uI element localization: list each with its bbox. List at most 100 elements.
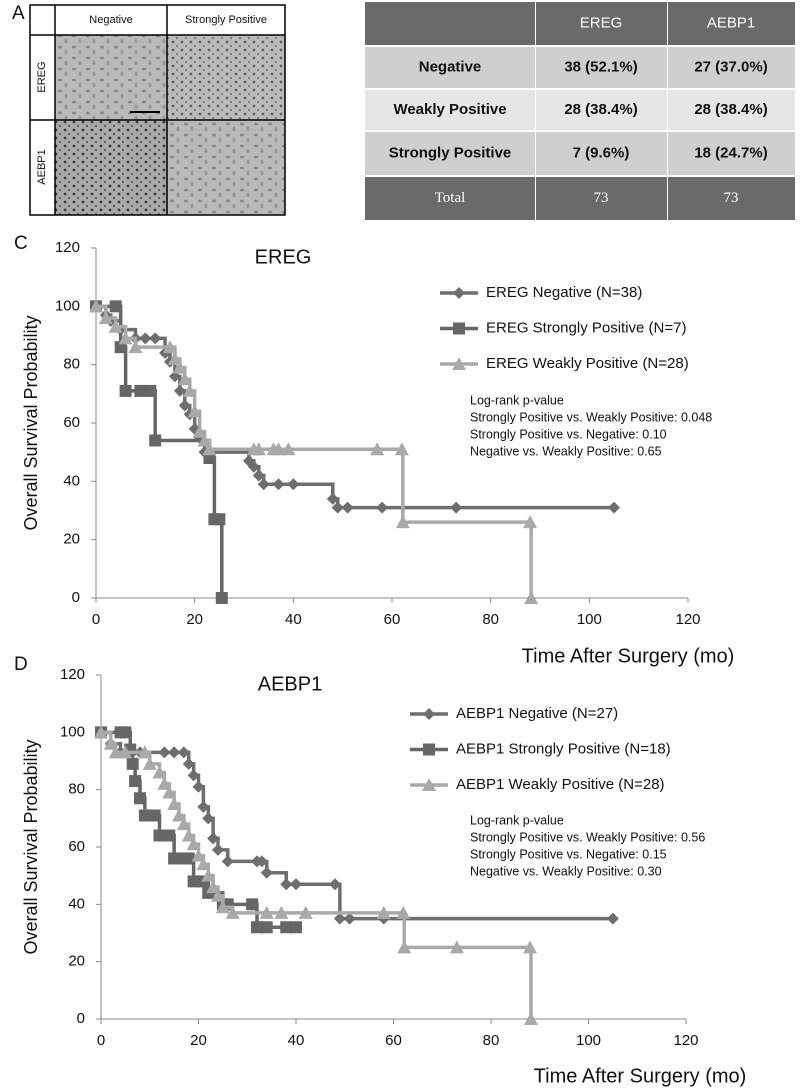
column-label: Negative [89, 14, 132, 26]
column-label: Strongly Positive [185, 14, 267, 26]
marker-square [215, 592, 228, 604]
marker-square [251, 921, 263, 934]
table-cell [668, 177, 795, 220]
marker-triangle [118, 745, 133, 759]
x-tick-label: 60 [385, 1032, 402, 1049]
marker-square [182, 852, 195, 865]
marker-triangle [142, 756, 157, 770]
table-header-cell [536, 2, 667, 45]
marker-triangle [167, 797, 182, 810]
chart-title: EREG [255, 246, 312, 268]
marker-square [134, 384, 147, 397]
marker-square [260, 921, 273, 934]
table-value: 7 (9.6%) [573, 144, 630, 161]
marker-diamond [333, 912, 346, 925]
table-cell [365, 47, 535, 88]
marker-square [149, 434, 162, 447]
marker-triangle [182, 383, 197, 397]
marker-diamond [247, 460, 260, 473]
x-tick-label: 120 [675, 611, 700, 628]
annotation: Strongly Positive vs. Negative: 0.15 [470, 847, 667, 861]
marker-square [129, 775, 142, 788]
y-tick-label: 60 [68, 838, 85, 855]
y-tick-label: 80 [68, 781, 85, 798]
marker-diamond [257, 478, 270, 491]
x-tick-label: 0 [92, 611, 100, 628]
marker-triangle [191, 848, 206, 862]
marker-diamond [173, 384, 186, 397]
y-tick-label: 40 [63, 472, 80, 489]
marker-diamond [423, 708, 435, 720]
marker-triangle [202, 442, 217, 456]
marker-triangle [177, 372, 192, 386]
table-value: 27 (37.0%) [694, 58, 767, 75]
marker-triangle [192, 424, 207, 438]
x-tick-label: 80 [483, 1032, 500, 1049]
marker-triangle [397, 940, 412, 954]
x-tick-label: 100 [576, 1032, 601, 1049]
marker-diamond [272, 478, 285, 491]
marker-triangle [251, 442, 266, 456]
marker-square [153, 829, 166, 842]
marker-triangle [449, 940, 464, 954]
annotation: Negative vs. Weakly Positive: 0.65 [470, 444, 662, 458]
legend-label: EREG Weakly Positive (N=28) [486, 355, 689, 372]
marker-diamond [280, 878, 293, 891]
panel-label: C [14, 233, 28, 254]
panel-label: A [12, 3, 25, 24]
marker-square [163, 829, 176, 842]
legend-label: AEBP1 Weakly Positive (N=28) [456, 776, 665, 793]
x-tick-label: 40 [285, 611, 302, 628]
annotation: Log-rank p-value [470, 393, 564, 407]
table-cell [536, 177, 667, 220]
marker-triangle [196, 857, 211, 871]
marker-square [168, 852, 181, 865]
micrograph [55, 35, 167, 120]
marker-triangle [422, 778, 436, 791]
marker-square [138, 809, 151, 822]
marker-diamond [606, 912, 619, 925]
marker-diamond [450, 501, 463, 514]
annotation: Log-rank p-value [470, 813, 564, 827]
marker-triangle [163, 340, 177, 354]
x-tick-label: 80 [482, 611, 499, 628]
marker-triangle [376, 905, 391, 919]
marker-square [187, 875, 200, 888]
table-cell [365, 177, 535, 220]
marker-triangle [108, 319, 123, 333]
table-cell [668, 90, 795, 130]
marker-triangle [395, 515, 410, 529]
table-cell [536, 90, 667, 130]
marker-triangle [396, 905, 411, 919]
y-tick-label: 120 [55, 239, 80, 256]
marker-triangle [108, 745, 123, 759]
marker-triangle [157, 776, 172, 790]
marker-diamond [329, 878, 341, 891]
marker-diamond [212, 843, 224, 856]
marker-diamond [341, 501, 354, 514]
x-tick-label: 20 [190, 1032, 207, 1049]
y-tick-label: 100 [60, 723, 85, 740]
marker-triangle [137, 745, 152, 759]
marker-square [126, 757, 139, 770]
marker-square [453, 322, 465, 335]
marker-triangle [98, 311, 113, 324]
marker-square [119, 726, 132, 739]
marker-diamond [326, 492, 339, 505]
marker-diamond [343, 912, 356, 925]
marker-square [423, 743, 435, 756]
marker-diamond [168, 746, 181, 759]
marker-triangle [89, 299, 103, 313]
table-row-label: Weakly Positive [393, 101, 506, 118]
marker-triangle [523, 515, 538, 529]
x-tick-label: 40 [288, 1032, 305, 1049]
marker-diamond [255, 855, 268, 868]
marker-diamond [187, 769, 200, 782]
x-tick-label: 60 [384, 611, 401, 628]
table-header-cell [668, 2, 795, 45]
marker-diamond [331, 501, 344, 514]
marker-triangle [271, 442, 286, 456]
table-value: 28 (38.4%) [564, 101, 637, 118]
marker-diamond [182, 757, 195, 770]
